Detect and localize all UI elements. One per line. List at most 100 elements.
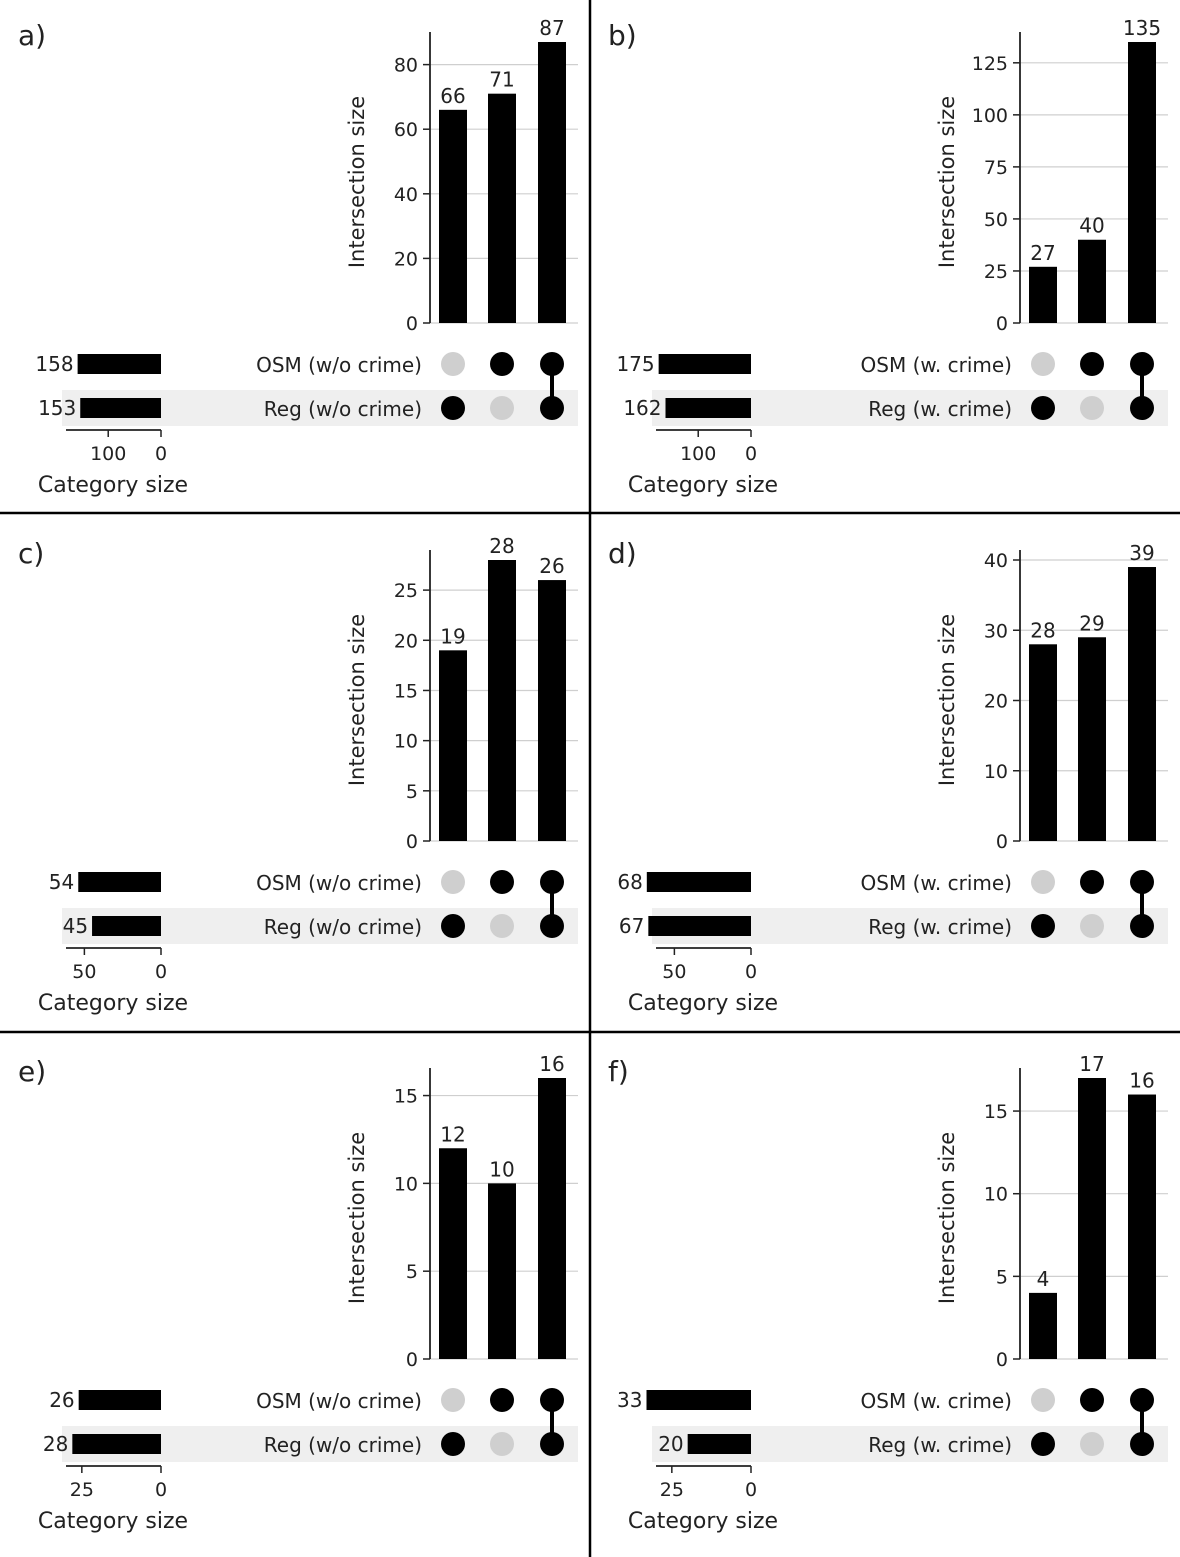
y-tick-label: 40 bbox=[984, 550, 1008, 572]
intersection-bar bbox=[1128, 42, 1156, 323]
y-tick-label: 0 bbox=[996, 831, 1008, 853]
set-name-label: Reg (w/o crime) bbox=[264, 915, 422, 939]
panel-label: a) bbox=[18, 19, 46, 52]
set-size-bar bbox=[78, 1390, 161, 1410]
set-size-value-label: 28 bbox=[43, 1432, 68, 1456]
x-tick-label: 50 bbox=[72, 961, 96, 983]
y-axis-label: Intersection size bbox=[935, 96, 959, 268]
panel-label: c) bbox=[18, 537, 44, 570]
set-size-bar bbox=[92, 916, 161, 936]
set-size-value-label: 45 bbox=[63, 914, 88, 938]
membership-dot-filled bbox=[1080, 1388, 1104, 1412]
bar-value-label: 16 bbox=[1129, 1069, 1154, 1093]
membership-dot-filled bbox=[1130, 1432, 1154, 1456]
y-tick-label: 5 bbox=[996, 1266, 1008, 1288]
intersection-bar bbox=[1029, 644, 1057, 841]
set-size-value-label: 26 bbox=[49, 1388, 74, 1412]
y-axis-label: Intersection size bbox=[345, 96, 369, 268]
bar-value-label: 4 bbox=[1037, 1267, 1050, 1291]
bar-value-label: 39 bbox=[1129, 541, 1154, 565]
x-tick-label: 0 bbox=[155, 1479, 167, 1501]
membership-dot-empty bbox=[490, 1432, 514, 1456]
membership-dot-empty bbox=[1080, 396, 1104, 420]
y-tick-label: 20 bbox=[984, 691, 1008, 713]
membership-dot-empty bbox=[1031, 870, 1055, 894]
y-tick-label: 5 bbox=[406, 781, 418, 803]
intersection-bar bbox=[439, 109, 467, 324]
y-tick-label: 25 bbox=[394, 580, 418, 602]
x-axis-label: Category size bbox=[628, 473, 778, 498]
y-tick-label: 5 bbox=[406, 1261, 418, 1283]
y-axis-label: Intersection size bbox=[935, 614, 959, 786]
set-name-label: Reg (w/o crime) bbox=[264, 397, 422, 421]
y-tick-label: 20 bbox=[394, 248, 418, 270]
intersection-bar bbox=[488, 93, 516, 323]
membership-dot-empty bbox=[1031, 352, 1055, 376]
bar-value-label: 16 bbox=[539, 1052, 564, 1076]
set-name-label: OSM (w. crime) bbox=[861, 1389, 1012, 1413]
membership-dot-filled bbox=[1130, 870, 1154, 894]
membership-dot-filled bbox=[490, 870, 514, 894]
membership-dot-filled bbox=[540, 396, 564, 420]
set-name-label: OSM (w/o crime) bbox=[256, 353, 422, 377]
set-name-label: OSM (w/o crime) bbox=[256, 871, 422, 895]
bar-value-label: 26 bbox=[539, 554, 564, 578]
set-size-bar bbox=[658, 354, 751, 374]
set-size-bar bbox=[687, 1434, 751, 1454]
membership-dot-filled bbox=[441, 1432, 465, 1456]
intersection-bar bbox=[488, 560, 516, 841]
bar-value-label: 28 bbox=[489, 534, 514, 558]
bar-value-label: 27 bbox=[1030, 241, 1055, 265]
intersection-bar bbox=[538, 1078, 566, 1359]
set-size-bar bbox=[665, 398, 751, 418]
x-axis-label: Category size bbox=[38, 991, 188, 1016]
membership-dot-empty bbox=[441, 870, 465, 894]
bar-value-label: 19 bbox=[440, 624, 465, 648]
intersection-bar bbox=[538, 42, 566, 323]
set-size-bar bbox=[646, 872, 751, 892]
set-size-bar bbox=[646, 1390, 751, 1410]
y-tick-label: 25 bbox=[984, 261, 1008, 283]
x-axis-label: Category size bbox=[38, 473, 188, 498]
panel-label: e) bbox=[18, 1055, 46, 1088]
bar-value-label: 28 bbox=[1030, 618, 1055, 642]
set-size-bar bbox=[78, 872, 161, 892]
membership-dot-filled bbox=[1130, 914, 1154, 938]
panel-label: f) bbox=[608, 1055, 629, 1088]
x-tick-label: 50 bbox=[662, 961, 686, 983]
set-name-label: OSM (w. crime) bbox=[861, 871, 1012, 895]
membership-dot-filled bbox=[540, 1388, 564, 1412]
x-tick-label: 0 bbox=[745, 1479, 757, 1501]
intersection-bar bbox=[1128, 567, 1156, 841]
y-tick-label: 100 bbox=[972, 105, 1008, 127]
y-tick-label: 15 bbox=[394, 680, 418, 702]
membership-dot-filled bbox=[490, 352, 514, 376]
x-tick-label: 100 bbox=[90, 443, 126, 465]
set-size-value-label: 153 bbox=[38, 396, 76, 420]
membership-dot-empty bbox=[1031, 1388, 1055, 1412]
membership-dot-filled bbox=[441, 914, 465, 938]
x-tick-label: 0 bbox=[155, 961, 167, 983]
bar-value-label: 87 bbox=[539, 16, 564, 40]
membership-dot-empty bbox=[490, 396, 514, 420]
y-tick-label: 10 bbox=[984, 1184, 1008, 1206]
membership-dot-filled bbox=[540, 352, 564, 376]
intersection-bar bbox=[1078, 239, 1106, 323]
bar-value-label: 66 bbox=[440, 84, 465, 108]
bar-value-label: 17 bbox=[1079, 1052, 1104, 1076]
y-tick-label: 30 bbox=[984, 620, 1008, 642]
y-tick-label: 75 bbox=[984, 157, 1008, 179]
set-size-value-label: 68 bbox=[617, 870, 642, 894]
intersection-bar bbox=[538, 580, 566, 841]
membership-dot-filled bbox=[1031, 914, 1055, 938]
membership-dot-empty bbox=[490, 914, 514, 938]
bar-value-label: 12 bbox=[440, 1122, 465, 1146]
membership-dot-filled bbox=[1130, 396, 1154, 420]
intersection-bar bbox=[1029, 266, 1057, 323]
set-size-value-label: 54 bbox=[49, 870, 74, 894]
x-tick-label: 0 bbox=[745, 443, 757, 465]
set-size-value-label: 158 bbox=[35, 352, 73, 376]
